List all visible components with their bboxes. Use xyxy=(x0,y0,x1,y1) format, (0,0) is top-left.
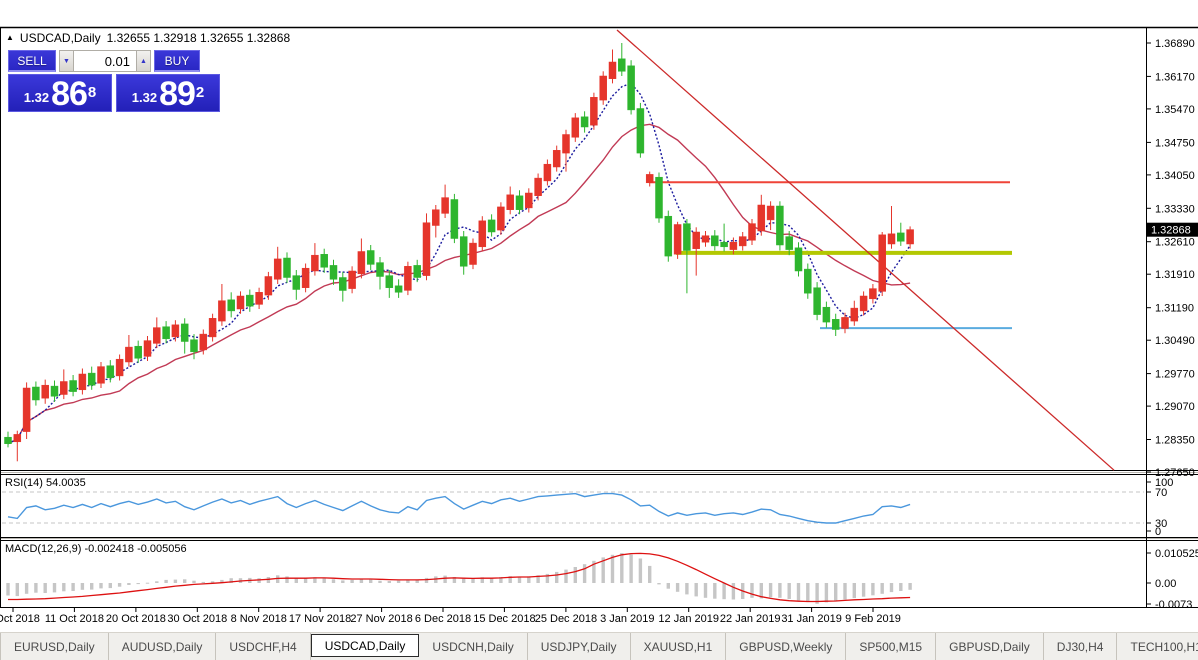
svg-text:31 Jan 2019: 31 Jan 2019 xyxy=(781,613,842,625)
ask-price-big: 89 xyxy=(159,75,196,113)
tab-usdcnh-daily[interactable]: USDCNH,Daily xyxy=(419,633,528,660)
svg-text:1.32610: 1.32610 xyxy=(1155,237,1195,249)
svg-text:12 Jan 2019: 12 Jan 2019 xyxy=(658,613,719,625)
svg-text:1.31190: 1.31190 xyxy=(1155,303,1194,315)
ask-price-prefix: 1.32 xyxy=(131,90,158,105)
tab-usdchf-h4[interactable]: USDCHF,H4 xyxy=(216,633,311,660)
tab-eurusd-daily[interactable]: EURUSD,Daily xyxy=(0,633,109,660)
svg-text:22 Jan 2019: 22 Jan 2019 xyxy=(720,613,781,625)
svg-text:0: 0 xyxy=(1155,526,1161,538)
svg-text:1.34050: 1.34050 xyxy=(1155,170,1195,182)
svg-text:2 Oct 2018: 2 Oct 2018 xyxy=(0,613,40,625)
svg-text:1.34750: 1.34750 xyxy=(1155,137,1195,149)
candles-layer xyxy=(4,43,914,462)
chart-ohlc-values: 1.32655 1.32918 1.32655 1.32868 xyxy=(106,31,291,45)
volume-increase-icon[interactable]: ▲ xyxy=(136,50,151,72)
svg-text:17 Nov 2018: 17 Nov 2018 xyxy=(289,613,351,625)
symbol-tabbar: EURUSD,Daily AUDUSD,Daily USDCHF,H4 USDCAD,… xyxy=(0,632,1198,660)
tab-gbpusd-weekly[interactable]: GBPUSD,Weekly xyxy=(726,633,847,660)
svg-text:1.31910: 1.31910 xyxy=(1155,269,1195,281)
tab-usdcad-daily[interactable]: USDCAD,Daily xyxy=(310,634,420,657)
svg-text:15 Dec 2018: 15 Dec 2018 xyxy=(473,613,535,625)
ask-price-sup: 2 xyxy=(195,84,205,101)
tab-gbpusd-daily[interactable]: GBPUSD,Daily xyxy=(936,633,1044,660)
svg-text:1.29070: 1.29070 xyxy=(1155,401,1195,413)
tab-tech100-h1[interactable]: TECH100,H1 xyxy=(1117,633,1198,660)
chart-canvas: 1.36890 1.36170 1.35470 1.34750 1.34050 1.333… xyxy=(0,26,1198,625)
macd-signal-line xyxy=(8,552,911,603)
tab-audusd-daily[interactable]: AUDUSD,Daily xyxy=(109,633,217,660)
fast-ma-line xyxy=(7,82,911,445)
svg-text:8 Nov 2018: 8 Nov 2018 xyxy=(231,613,287,625)
svg-text:27 Nov 2018: 27 Nov 2018 xyxy=(350,613,412,625)
svg-text:1.28350: 1.28350 xyxy=(1155,435,1195,447)
svg-text:30: 30 xyxy=(1155,518,1167,530)
sell-button[interactable]: SELL xyxy=(8,50,56,72)
current-price-marker: 1.32868 xyxy=(1147,222,1198,237)
bid-price-big: 86 xyxy=(51,75,88,113)
volume-stepper: ▼ ▲ xyxy=(59,50,151,72)
buy-button[interactable]: BUY xyxy=(154,50,200,72)
svg-text:1.33330: 1.33330 xyxy=(1155,203,1195,215)
bid-price-sup: 8 xyxy=(87,84,97,101)
svg-text:70: 70 xyxy=(1155,487,1167,499)
collapse-panel-icon[interactable]: ▲ xyxy=(6,33,14,42)
svg-text:30 Oct 2018: 30 Oct 2018 xyxy=(167,613,227,625)
tab-xauusd-h1[interactable]: XAUUSD,H1 xyxy=(631,633,727,660)
svg-text:0.00: 0.00 xyxy=(1155,578,1176,590)
svg-text:1.36890: 1.36890 xyxy=(1155,38,1195,50)
svg-text:6 Dec 2018: 6 Dec 2018 xyxy=(415,613,471,625)
svg-text:0.010525: 0.010525 xyxy=(1155,548,1198,560)
rsi-label: RSI(14) 54.0035 xyxy=(5,477,86,489)
svg-text:1.27650: 1.27650 xyxy=(1155,467,1195,479)
svg-text:1.29770: 1.29770 xyxy=(1155,369,1195,381)
tab-usdjpy-daily[interactable]: USDJPY,Daily xyxy=(528,633,631,660)
volume-input[interactable] xyxy=(74,50,136,72)
bid-price-panel[interactable]: 1.32 86 8 xyxy=(8,74,112,112)
svg-text:100: 100 xyxy=(1155,477,1173,489)
one-click-trade-panel: SELL ▼ ▲ BUY 1.32 86 8 1.32 89 2 xyxy=(8,50,220,112)
chart-title: ▲ USDCAD,Daily 1.32655 1.32918 1.32655 1… xyxy=(6,31,290,45)
volume-decrease-icon[interactable]: ▼ xyxy=(59,50,74,72)
svg-text:9 Feb 2019: 9 Feb 2019 xyxy=(845,613,901,625)
bid-price-prefix: 1.32 xyxy=(23,90,50,105)
rsi-line xyxy=(7,492,911,524)
svg-text:11 Oct 2018: 11 Oct 2018 xyxy=(45,613,104,625)
svg-text:20 Oct 2018: 20 Oct 2018 xyxy=(106,613,166,625)
descending-trendline xyxy=(616,29,1115,471)
svg-text:1.36170: 1.36170 xyxy=(1155,71,1195,83)
svg-text:1.35470: 1.35470 xyxy=(1155,104,1195,116)
svg-text:-0.0073: -0.0073 xyxy=(1155,599,1192,611)
tab-dj30-h4[interactable]: DJ30,H4 xyxy=(1044,633,1118,660)
svg-text:1.32868: 1.32868 xyxy=(1151,225,1191,237)
macd-histogram xyxy=(6,553,912,604)
svg-text:25 Dec 2018: 25 Dec 2018 xyxy=(535,613,597,625)
ask-price-panel[interactable]: 1.32 89 2 xyxy=(116,74,220,112)
chart-symbol-label: USDCAD,Daily xyxy=(19,31,101,45)
svg-text:1.30490: 1.30490 xyxy=(1155,335,1195,347)
macd-label: MACD(12,26,9) -0.002418 -0.005056 xyxy=(5,543,187,555)
tab-sp500-m15[interactable]: SP500,M15 xyxy=(846,633,937,660)
svg-text:3 Jan 2019: 3 Jan 2019 xyxy=(600,613,654,625)
